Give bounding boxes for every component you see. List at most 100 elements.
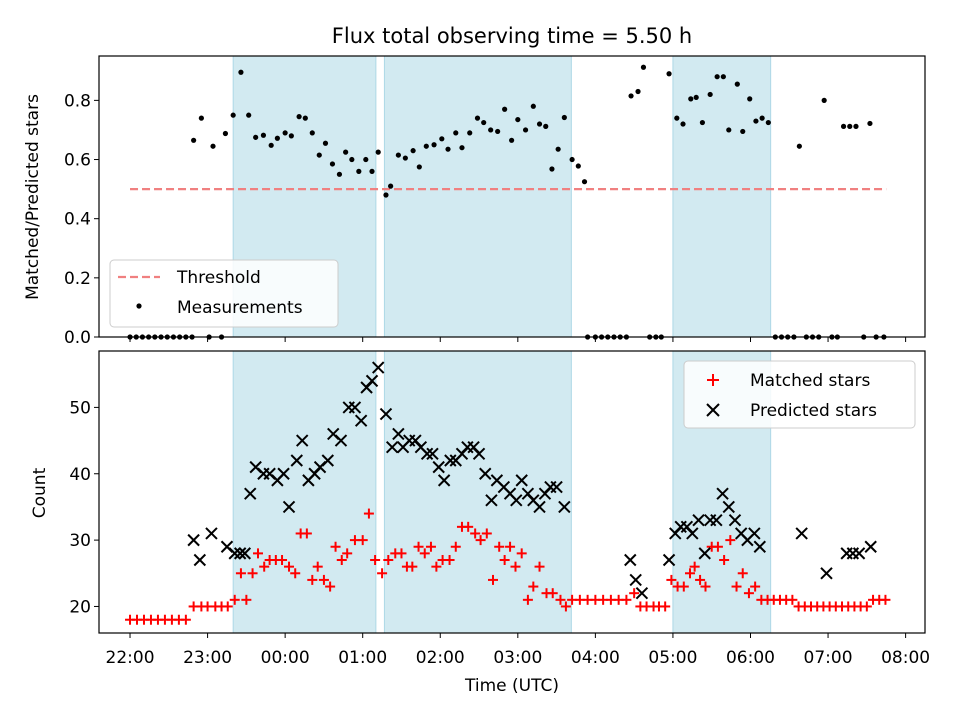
matched-star-point — [336, 555, 347, 566]
measurement-point — [222, 130, 229, 137]
predicted-star-point — [472, 447, 486, 461]
matched-star-point — [684, 568, 695, 579]
matched-star-point — [425, 541, 436, 552]
matched-star-point — [700, 581, 711, 592]
matched-star-point — [247, 568, 258, 579]
matched-star-point — [555, 594, 566, 605]
measurement-point — [714, 74, 720, 80]
measurement-point — [581, 179, 588, 185]
measurement-point — [628, 93, 634, 99]
predicted-star-point — [205, 527, 218, 540]
y-tick-label: 0.6 — [64, 151, 91, 171]
x-tick-label: 02:00 — [416, 648, 465, 668]
predicted-star-point — [846, 547, 860, 560]
measurement-point — [369, 168, 375, 174]
matched-star-point — [560, 601, 571, 612]
predicted-star-point — [629, 573, 642, 587]
predicted-star-point — [365, 374, 379, 388]
measurement-point — [753, 118, 759, 124]
x-tick-label: 03:00 — [493, 648, 542, 668]
predicted-star-point — [748, 527, 761, 540]
measurement-point — [481, 119, 487, 126]
matched-star-point — [383, 555, 394, 566]
predicted-star-point — [228, 547, 241, 560]
predicted-star-point — [485, 494, 498, 507]
matched-star-point — [475, 535, 486, 546]
panel-counts-ylabel: Count — [30, 467, 50, 518]
predicted-star-point — [716, 487, 729, 500]
measurement-point — [316, 152, 322, 158]
y-tick-label: 40 — [69, 465, 91, 485]
legend-ratio: Threshold Measurements — [109, 259, 339, 328]
measurement-point — [349, 156, 355, 163]
legend-counts-box — [683, 360, 916, 429]
x-axis-label: Time (UTC) — [464, 676, 559, 696]
x-tick-label: 05:00 — [648, 648, 697, 668]
predicted-star-point — [710, 513, 723, 527]
measurement-point — [575, 163, 581, 169]
predicted-star-point — [295, 434, 309, 447]
measurement-point — [423, 143, 429, 149]
measurement-point — [840, 123, 847, 129]
predicted-star-point — [728, 513, 742, 527]
predicted-star-point — [432, 460, 445, 474]
predicted-star-point — [348, 401, 362, 414]
measurement-point — [431, 142, 437, 148]
measurement-point — [488, 127, 494, 133]
matched-star-point — [222, 601, 233, 612]
x-tick-label: 00:00 — [261, 648, 310, 668]
measurement-point — [336, 171, 343, 177]
predicted-star-point — [558, 500, 571, 514]
measurement-point — [796, 143, 802, 149]
matched-star-point — [407, 561, 418, 572]
observing-window-1 — [232, 350, 377, 634]
measurement-point — [356, 168, 362, 174]
y-tick-label: 0.4 — [64, 210, 91, 230]
predicted-star-point — [426, 447, 439, 461]
panel-ratio: 0.00.20.40.60.8 Matched/Predicted stars … — [23, 55, 926, 348]
matched-star-point — [516, 548, 527, 559]
measurement-point — [402, 155, 408, 161]
predicted-star-point — [515, 474, 528, 487]
measurement-point — [467, 130, 473, 136]
measurement-point — [759, 115, 765, 121]
matched-star-point — [180, 614, 191, 625]
matched-star-point — [284, 561, 295, 572]
predicted-star-point — [698, 547, 711, 560]
measurement-point — [238, 69, 244, 75]
predicted-star-point — [753, 540, 767, 553]
y-tick-label: 0.2 — [64, 269, 91, 289]
measurement-point — [821, 97, 827, 103]
legend-threshold-label: Threshold — [176, 268, 261, 288]
measurement-point — [302, 115, 308, 121]
legend-ratio-box — [109, 259, 339, 328]
matched-star-point — [229, 594, 240, 605]
predicted-star-point — [479, 467, 492, 480]
predicted-star-point — [354, 414, 368, 427]
measurement-point — [640, 64, 647, 70]
measurement-point — [747, 96, 753, 102]
matched-star-point — [450, 541, 461, 552]
matched-star-point — [413, 541, 424, 552]
measurement-point — [439, 136, 445, 142]
measurement-point — [246, 112, 252, 118]
matched-star-point — [252, 548, 263, 559]
measurement-point — [726, 127, 732, 133]
measurement-point — [693, 94, 699, 101]
predicted-star-point — [282, 500, 296, 514]
measurement-point — [569, 156, 575, 163]
measurement-point — [674, 115, 680, 121]
predicted-star-point — [795, 527, 808, 540]
panel-ratio-ylabel: Matched/Predicted stars — [23, 94, 43, 300]
measurement-point — [509, 137, 515, 143]
matched-star-point — [470, 528, 481, 539]
measurement-point — [260, 132, 267, 138]
measurement-point — [375, 149, 381, 155]
measurement-point — [740, 128, 746, 135]
measurement-point — [699, 119, 706, 126]
measurement-point — [515, 116, 521, 123]
y-tick-label: 0.8 — [64, 91, 91, 111]
measurement-point — [549, 166, 555, 172]
matched-star-point — [377, 568, 388, 579]
